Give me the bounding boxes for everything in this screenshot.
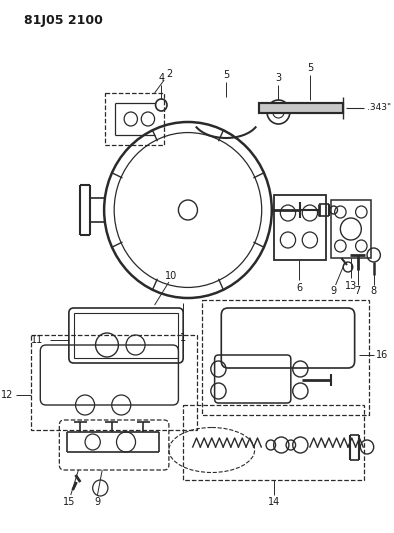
Text: 10: 10 <box>165 271 177 281</box>
Bar <box>105 93 164 145</box>
Text: 15: 15 <box>63 497 75 507</box>
Text: 16: 16 <box>375 350 388 360</box>
Text: 13: 13 <box>345 281 357 291</box>
Text: 9: 9 <box>331 286 337 296</box>
Bar <box>331 200 371 258</box>
Text: .343": .343" <box>367 103 391 112</box>
Bar <box>259 103 343 113</box>
Text: 11: 11 <box>31 335 43 345</box>
Text: 5: 5 <box>223 70 229 80</box>
Bar <box>74 313 178 358</box>
Text: 6: 6 <box>296 283 303 293</box>
Text: 9: 9 <box>95 497 100 507</box>
Bar <box>202 300 369 415</box>
Text: 14: 14 <box>268 497 280 507</box>
Text: 1: 1 <box>180 333 186 343</box>
Text: 8: 8 <box>371 286 377 296</box>
Text: 4: 4 <box>158 73 164 83</box>
Text: 3: 3 <box>275 73 281 83</box>
Text: 2: 2 <box>166 69 172 79</box>
Bar <box>274 195 326 260</box>
Text: 12: 12 <box>1 390 14 400</box>
Text: 81J05 2100: 81J05 2100 <box>24 14 103 27</box>
Bar <box>259 103 343 113</box>
Text: 5: 5 <box>307 63 313 73</box>
Bar <box>183 405 364 480</box>
Bar <box>31 335 197 430</box>
Text: 7: 7 <box>354 286 361 296</box>
